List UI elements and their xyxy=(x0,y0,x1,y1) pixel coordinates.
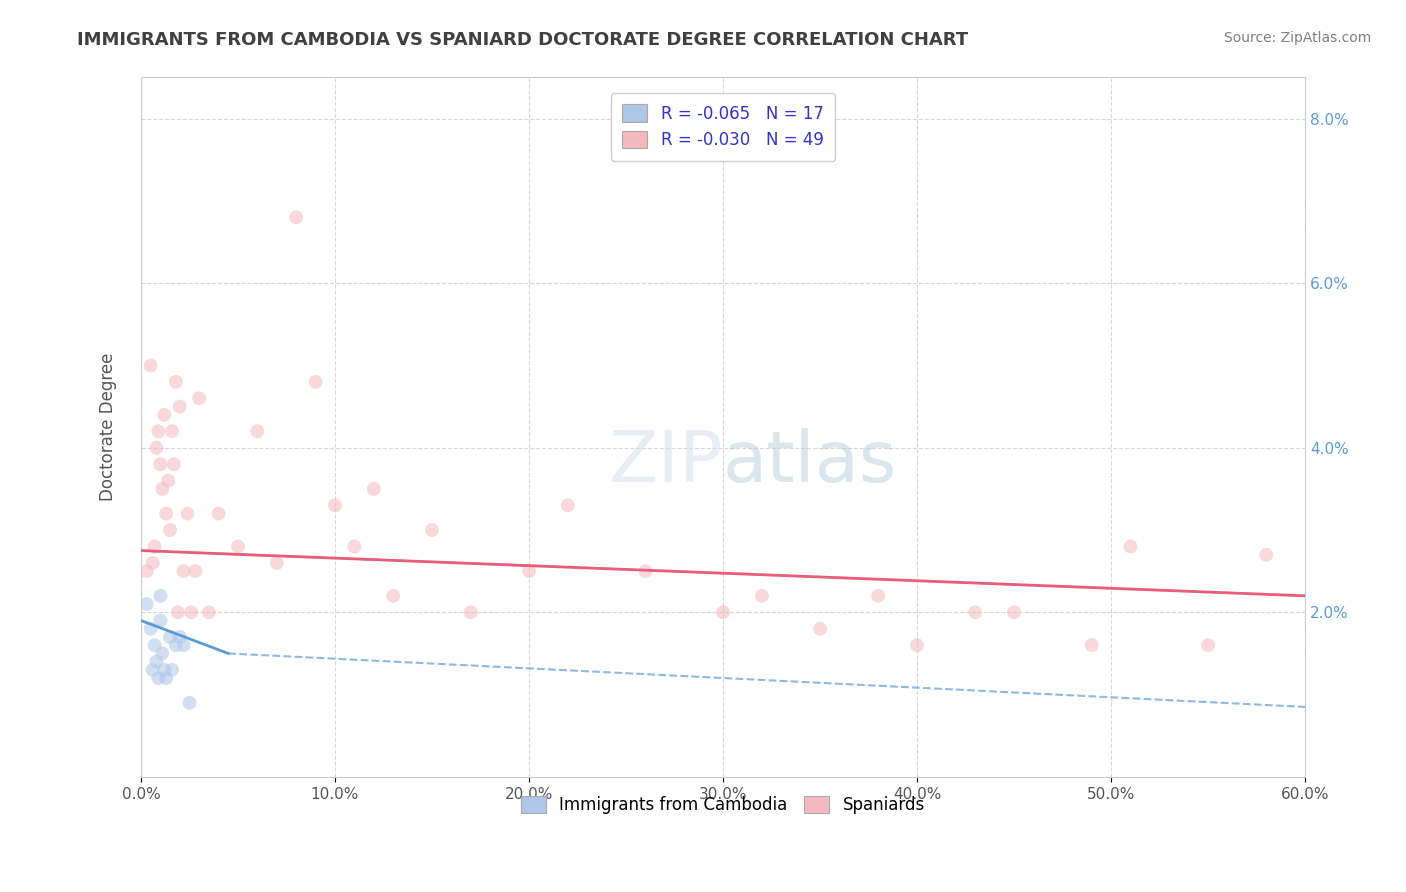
Point xyxy=(188,392,211,406)
Point xyxy=(179,696,201,710)
Point xyxy=(155,671,177,685)
Text: atlas: atlas xyxy=(723,427,897,497)
Point xyxy=(1080,638,1102,652)
Point xyxy=(169,630,191,644)
Point xyxy=(160,424,183,438)
Point xyxy=(198,605,221,619)
Point xyxy=(266,556,288,570)
Point xyxy=(460,605,482,619)
Point xyxy=(155,507,177,521)
Point xyxy=(517,564,540,578)
Point xyxy=(382,589,405,603)
Point xyxy=(159,523,181,537)
Point xyxy=(149,614,172,628)
Point xyxy=(169,400,191,414)
Point xyxy=(343,540,366,554)
Point xyxy=(304,375,326,389)
Y-axis label: Doctorate Degree: Doctorate Degree xyxy=(100,353,117,501)
Text: ZIP: ZIP xyxy=(609,427,723,497)
Point xyxy=(149,589,172,603)
Point xyxy=(1002,605,1025,619)
Text: Source: ZipAtlas.com: Source: ZipAtlas.com xyxy=(1223,31,1371,45)
Point xyxy=(135,564,157,578)
Point xyxy=(905,638,928,652)
Point xyxy=(145,655,167,669)
Point xyxy=(148,424,170,438)
Point xyxy=(176,507,198,521)
Point xyxy=(1197,638,1219,652)
Point xyxy=(180,605,202,619)
Point xyxy=(135,597,157,611)
Legend: Immigrants from Cambodia, Spaniards: Immigrants from Cambodia, Spaniards xyxy=(512,787,935,824)
Text: IMMIGRANTS FROM CAMBODIA VS SPANIARD DOCTORATE DEGREE CORRELATION CHART: IMMIGRANTS FROM CAMBODIA VS SPANIARD DOC… xyxy=(77,31,969,49)
Point xyxy=(153,408,176,422)
Point xyxy=(143,540,166,554)
Point xyxy=(160,663,183,677)
Point xyxy=(142,663,165,677)
Point xyxy=(751,589,773,603)
Point xyxy=(420,523,443,537)
Point xyxy=(246,424,269,438)
Point xyxy=(1256,548,1278,562)
Point xyxy=(557,499,579,513)
Point xyxy=(285,211,308,225)
Point xyxy=(173,638,195,652)
Point xyxy=(165,638,187,652)
Point xyxy=(226,540,249,554)
Point xyxy=(150,482,173,496)
Point xyxy=(148,671,170,685)
Point xyxy=(163,457,186,471)
Point xyxy=(159,630,181,644)
Point xyxy=(323,499,346,513)
Point xyxy=(207,507,229,521)
Point xyxy=(165,375,187,389)
Point xyxy=(150,647,173,661)
Point xyxy=(868,589,890,603)
Point xyxy=(157,474,180,488)
Point xyxy=(711,605,734,619)
Point xyxy=(1119,540,1142,554)
Point xyxy=(634,564,657,578)
Point xyxy=(808,622,831,636)
Point xyxy=(139,622,162,636)
Point xyxy=(184,564,207,578)
Point xyxy=(143,638,166,652)
Point xyxy=(153,663,176,677)
Point xyxy=(965,605,987,619)
Point xyxy=(142,556,165,570)
Point xyxy=(173,564,195,578)
Point xyxy=(149,457,172,471)
Point xyxy=(145,441,167,455)
Point xyxy=(139,359,162,373)
Point xyxy=(363,482,385,496)
Point xyxy=(166,605,188,619)
